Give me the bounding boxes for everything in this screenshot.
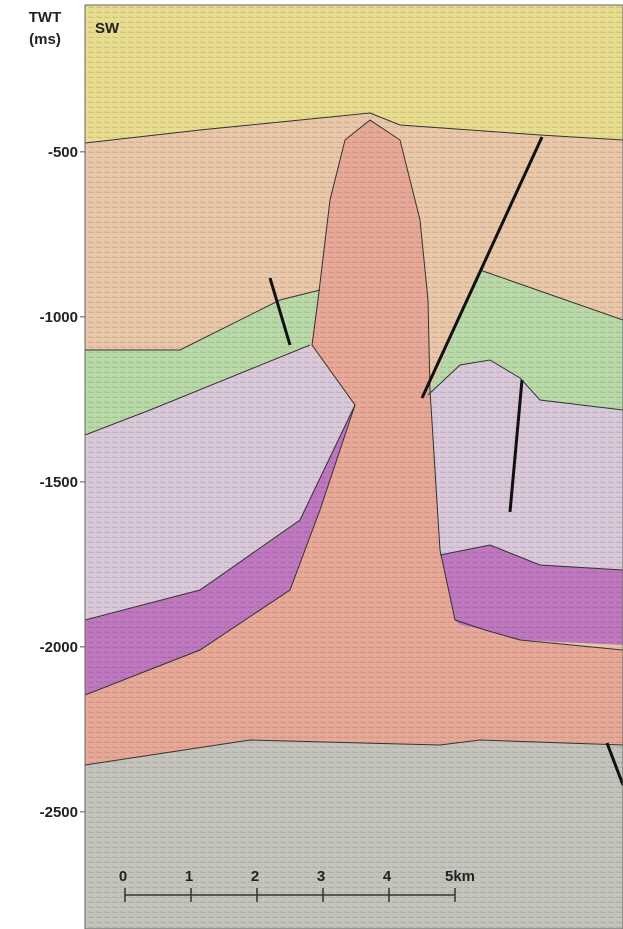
seismic-texture: [85, 5, 623, 929]
scale-bar-label: 3: [317, 868, 325, 885]
axis-title: TWT: [29, 9, 61, 26]
section: [85, 5, 623, 929]
scale-bar-label: 0: [119, 868, 127, 885]
y-tick-label: -2500: [40, 804, 78, 821]
y-axis: -500 -1000 -1500 -2000 -2500: [40, 144, 85, 821]
scale-bar-label: 5km: [445, 868, 475, 885]
scale-bar-label: 1: [185, 868, 193, 885]
scale-bar-label: 2: [251, 868, 259, 885]
scale-bar-label: 4: [383, 868, 392, 885]
y-tick-label: -1500: [40, 474, 78, 491]
direction-label: SW: [95, 20, 120, 37]
figure: SW TWT (ms) -500 -1000 -1500 -2000 -2500 0 1 2…: [0, 0, 623, 929]
y-tick-label: -1000: [40, 309, 78, 326]
y-tick-label: -2000: [40, 639, 78, 656]
axis-title: (ms): [29, 31, 61, 48]
y-tick-label: -500: [48, 144, 78, 161]
